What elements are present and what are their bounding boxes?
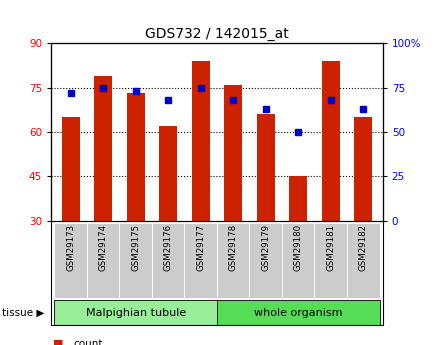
Text: GSM29174: GSM29174 xyxy=(99,224,108,271)
Bar xyxy=(354,117,372,221)
Bar xyxy=(127,93,145,221)
Bar xyxy=(159,126,177,221)
Bar xyxy=(62,117,80,221)
Bar xyxy=(224,85,242,221)
Bar xyxy=(94,76,112,221)
Text: GSM29182: GSM29182 xyxy=(359,224,368,271)
Text: GSM29177: GSM29177 xyxy=(196,224,205,271)
Text: whole organism: whole organism xyxy=(254,308,343,317)
Text: GSM29173: GSM29173 xyxy=(66,224,75,271)
Bar xyxy=(257,114,275,221)
Text: Malpighian tubule: Malpighian tubule xyxy=(85,308,186,317)
Text: tissue ▶: tissue ▶ xyxy=(2,308,44,317)
Text: ■: ■ xyxy=(53,339,64,345)
Text: count: count xyxy=(73,339,103,345)
Bar xyxy=(289,176,307,221)
Text: GSM29180: GSM29180 xyxy=(294,224,303,271)
Text: GSM29178: GSM29178 xyxy=(229,224,238,271)
Text: GSM29181: GSM29181 xyxy=(326,224,335,271)
Text: GSM29175: GSM29175 xyxy=(131,224,140,271)
Bar xyxy=(192,61,210,221)
Text: GSM29176: GSM29176 xyxy=(164,224,173,271)
Text: GSM29179: GSM29179 xyxy=(261,224,270,270)
Title: GDS732 / 142015_at: GDS732 / 142015_at xyxy=(145,27,289,41)
Bar xyxy=(322,61,340,221)
